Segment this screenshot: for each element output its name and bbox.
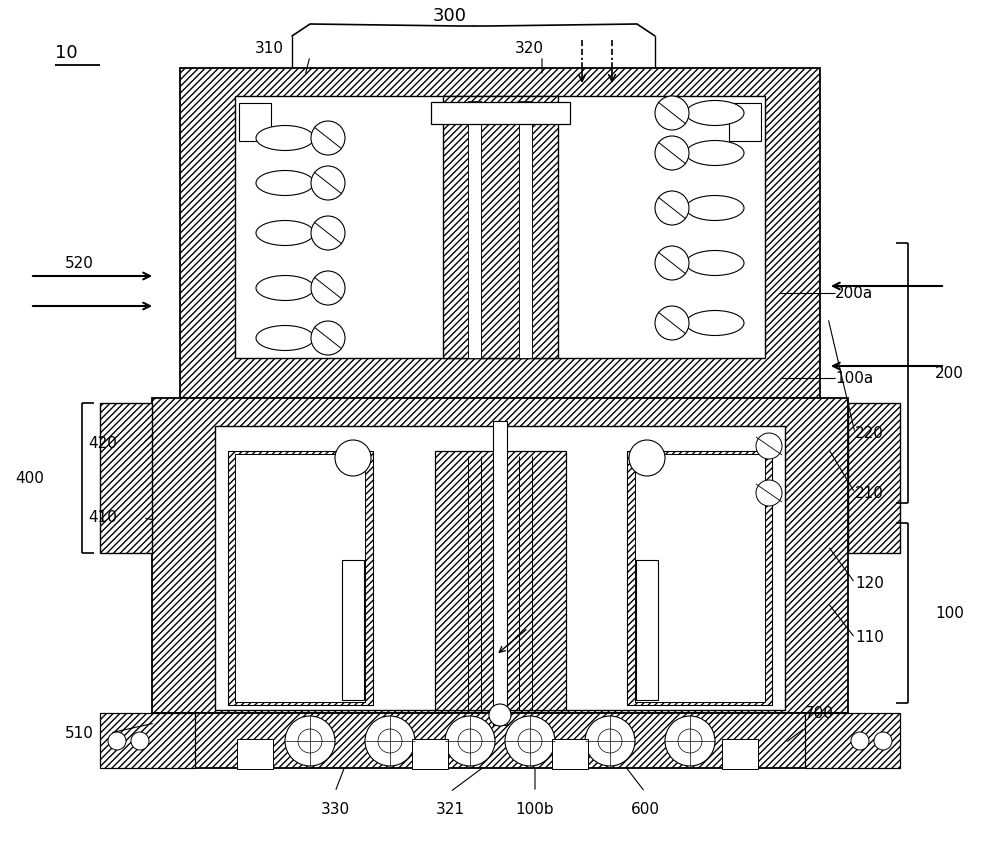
Circle shape — [655, 246, 689, 280]
Text: 321: 321 — [436, 802, 465, 817]
Text: 310: 310 — [255, 41, 284, 55]
Text: 120: 120 — [855, 576, 884, 590]
Bar — [152, 713, 848, 768]
Circle shape — [311, 121, 345, 155]
Bar — [100, 713, 195, 768]
Bar — [805, 713, 900, 768]
Circle shape — [335, 440, 371, 476]
Circle shape — [629, 440, 665, 476]
Circle shape — [874, 732, 892, 750]
Bar — [235, 454, 365, 702]
Circle shape — [505, 716, 555, 766]
Circle shape — [756, 433, 782, 459]
Bar — [215, 426, 785, 710]
Bar — [848, 403, 900, 553]
Text: 200a: 200a — [835, 286, 873, 300]
Bar — [636, 560, 658, 700]
Circle shape — [598, 729, 622, 753]
Circle shape — [378, 729, 402, 753]
Bar — [443, 96, 558, 358]
Bar — [342, 560, 364, 700]
Ellipse shape — [686, 141, 744, 165]
Text: 510: 510 — [65, 726, 94, 740]
Text: 100a: 100a — [835, 371, 873, 386]
Circle shape — [311, 216, 345, 250]
Text: 520: 520 — [65, 255, 94, 271]
Circle shape — [311, 271, 345, 305]
Bar — [493, 421, 507, 725]
Circle shape — [655, 96, 689, 130]
Ellipse shape — [686, 196, 744, 220]
Bar — [552, 739, 588, 769]
Ellipse shape — [256, 276, 314, 300]
Bar — [100, 403, 152, 553]
Text: 410: 410 — [88, 510, 117, 526]
Circle shape — [585, 716, 635, 766]
Text: 700: 700 — [805, 706, 834, 721]
Bar — [235, 96, 765, 358]
Bar — [729, 103, 761, 141]
Circle shape — [518, 729, 542, 753]
Circle shape — [851, 732, 869, 750]
Text: 210: 210 — [855, 486, 884, 500]
Bar — [412, 739, 448, 769]
Bar — [237, 739, 273, 769]
Bar — [180, 68, 820, 398]
Text: 330: 330 — [320, 802, 350, 817]
Bar — [152, 398, 848, 713]
Circle shape — [655, 136, 689, 170]
Text: 600: 600 — [631, 802, 660, 817]
Text: 420: 420 — [88, 436, 117, 450]
Ellipse shape — [256, 170, 314, 196]
Text: 400: 400 — [15, 471, 44, 486]
Circle shape — [655, 306, 689, 340]
Circle shape — [365, 716, 415, 766]
Circle shape — [665, 716, 715, 766]
Text: 10: 10 — [55, 44, 78, 62]
Ellipse shape — [256, 220, 314, 246]
Bar — [519, 101, 532, 358]
Bar — [468, 101, 481, 358]
Circle shape — [458, 729, 482, 753]
Bar — [635, 454, 765, 702]
Ellipse shape — [686, 310, 744, 336]
Circle shape — [311, 166, 345, 200]
Text: 200: 200 — [935, 365, 964, 381]
Bar — [431, 102, 570, 124]
Text: 220: 220 — [855, 426, 884, 440]
Bar — [722, 739, 758, 769]
Bar — [239, 103, 271, 141]
Ellipse shape — [686, 101, 744, 126]
Bar — [627, 451, 772, 705]
Circle shape — [489, 704, 511, 726]
Text: 100b: 100b — [516, 802, 554, 817]
Ellipse shape — [256, 126, 314, 150]
Circle shape — [131, 732, 149, 750]
Circle shape — [311, 321, 345, 355]
Bar — [228, 451, 373, 705]
Circle shape — [678, 729, 702, 753]
Ellipse shape — [686, 250, 744, 276]
Circle shape — [445, 716, 495, 766]
Text: 300: 300 — [433, 7, 467, 25]
Bar — [435, 451, 566, 710]
Circle shape — [298, 729, 322, 753]
Ellipse shape — [256, 326, 314, 350]
Text: 320: 320 — [515, 41, 544, 55]
Circle shape — [108, 732, 126, 750]
Circle shape — [285, 716, 335, 766]
Text: 100: 100 — [935, 605, 964, 621]
Text: 110: 110 — [855, 631, 884, 645]
Circle shape — [756, 480, 782, 506]
Circle shape — [655, 191, 689, 225]
